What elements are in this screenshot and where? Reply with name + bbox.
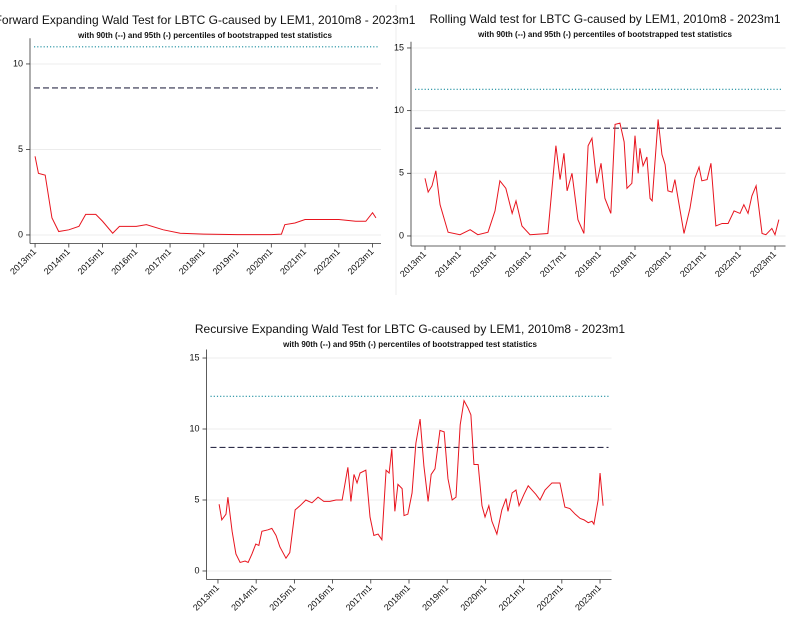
x-tick-label: 2023m1 <box>346 247 376 277</box>
chart-title: Recursive Expanding Wald Test for LBTC G… <box>195 322 626 336</box>
x-tick-label: 2016m1 <box>109 247 139 277</box>
x-tick-label: 2015m1 <box>76 247 106 277</box>
y-tick-label: 0 <box>18 229 23 239</box>
x-tick-label: 2022m1 <box>312 247 342 277</box>
x-tick-label: 2019m1 <box>608 249 638 279</box>
x-tick-label: 2014m1 <box>229 583 259 613</box>
x-tick-label: 2017m1 <box>538 249 568 279</box>
x-tick-label: 2013m1 <box>8 247 38 277</box>
chart-panel: Rolling Wald test for LBTC G-caused by L… <box>394 12 786 279</box>
x-tick-label: 2020m1 <box>244 247 274 277</box>
x-tick-label: 2016m1 <box>306 583 336 613</box>
x-tick-label: 2021m1 <box>678 249 708 279</box>
x-tick-label: 2021m1 <box>497 583 527 613</box>
x-tick-label: 2016m1 <box>503 249 533 279</box>
x-tick-label: 2021m1 <box>278 247 308 277</box>
chart-subtitle: with 90th (--) and 95th (-) percentiles … <box>77 31 332 40</box>
x-tick-label: 2022m1 <box>535 583 565 613</box>
y-tick-label: 10 <box>189 423 199 433</box>
chart-panel: Forward Expanding Wald Test for LBTC G-c… <box>0 13 416 276</box>
x-tick-label: 2017m1 <box>143 247 173 277</box>
x-tick-label: 2014m1 <box>42 247 72 277</box>
x-tick-label: 2018m1 <box>573 249 603 279</box>
data-line <box>218 399 604 564</box>
x-tick-label: 2018m1 <box>382 583 412 613</box>
y-tick-label: 15 <box>189 352 199 362</box>
chart-subtitle: with 90th (--) and 95th (-) percentiles … <box>477 30 732 39</box>
data-line <box>424 119 780 237</box>
x-tick-label: 2020m1 <box>643 249 673 279</box>
x-tick-label: 2023m1 <box>748 249 778 279</box>
x-tick-label: 2015m1 <box>468 249 498 279</box>
x-tick-label: 2020m1 <box>458 583 488 613</box>
chart-title: Forward Expanding Wald Test for LBTC G-c… <box>0 13 416 27</box>
chart-panel: Recursive Expanding Wald Test for LBTC G… <box>189 322 625 612</box>
x-tick-label: 2014m1 <box>433 249 463 279</box>
x-tick-label: 2022m1 <box>713 249 743 279</box>
y-tick-label: 0 <box>194 565 199 575</box>
x-tick-label: 2015m1 <box>267 583 297 613</box>
x-tick-label: 2023m1 <box>573 583 603 613</box>
y-tick-label: 5 <box>399 168 404 178</box>
x-tick-label: 2018m1 <box>177 247 207 277</box>
y-tick-label: 0 <box>399 230 404 240</box>
x-tick-label: 2019m1 <box>211 247 241 277</box>
y-tick-label: 5 <box>18 144 23 154</box>
y-tick-label: 15 <box>394 42 404 52</box>
x-tick-label: 2019m1 <box>420 583 450 613</box>
data-line <box>34 156 377 236</box>
y-tick-label: 10 <box>394 105 404 115</box>
x-tick-label: 2017m1 <box>344 583 374 613</box>
x-tick-label: 2013m1 <box>398 249 428 279</box>
y-tick-label: 5 <box>194 494 199 504</box>
chart-subtitle: with 90th (--) and 95th (-) percentiles … <box>282 340 537 349</box>
x-tick-label: 2013m1 <box>191 583 221 613</box>
chart-title: Rolling Wald test for LBTC G-caused by L… <box>429 12 780 26</box>
y-tick-label: 10 <box>13 58 23 68</box>
